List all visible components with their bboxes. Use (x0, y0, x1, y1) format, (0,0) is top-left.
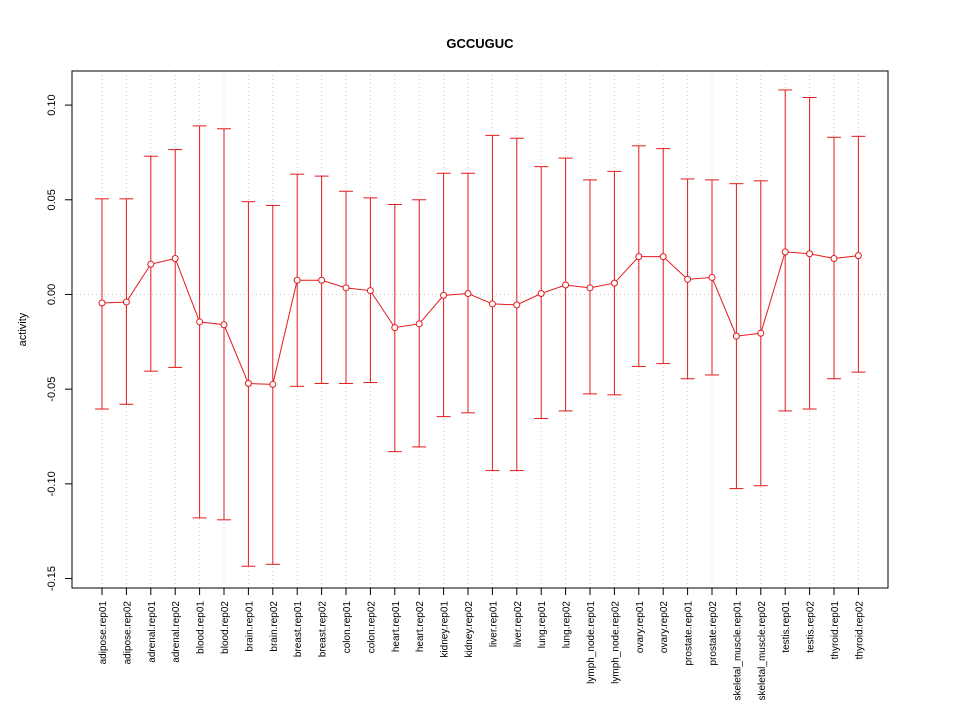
data-point (610, 279, 618, 287)
y-tick-label: -0.05 (46, 377, 58, 402)
x-tick-label: lymph_node.rep01 (586, 601, 597, 684)
x-tick-label: heart.rep01 (391, 601, 402, 653)
y-axis-label: activity (17, 312, 29, 346)
x-tick-label: adrenal.rep02 (171, 601, 182, 663)
data-points (98, 248, 862, 388)
data-point (854, 252, 862, 260)
data-point (806, 250, 814, 258)
data-point (684, 275, 692, 283)
x-tick-label: testis.rep01 (781, 601, 792, 653)
x-tick-label: brain.rep01 (244, 601, 255, 652)
data-point (488, 300, 496, 308)
series-line-group (101, 251, 859, 385)
data-point (318, 276, 326, 284)
data-point (122, 298, 130, 306)
data-point (513, 301, 521, 309)
chart-title: GCCUGUC (446, 36, 514, 51)
x-tick-label: lymph_node.rep02 (610, 601, 621, 684)
series-line (101, 251, 859, 385)
x-tick-label: adipose.rep01 (98, 601, 109, 665)
data-point (220, 321, 228, 329)
x-tick-label: kidney.rep01 (440, 601, 451, 658)
x-tick-label: prostate.rep02 (708, 601, 719, 666)
y-tick-label: 0.10 (46, 94, 58, 115)
x-tick-label: brain.rep02 (269, 601, 280, 652)
x-tick-label: thyroid.rep01 (830, 601, 841, 660)
data-point (366, 287, 374, 295)
x-tick-label: breast.rep02 (318, 601, 329, 658)
data-point (586, 284, 594, 292)
data-point (196, 318, 204, 326)
x-tick-label: lung.rep02 (562, 601, 573, 649)
data-point (562, 281, 570, 289)
data-point (415, 320, 423, 328)
data-point (269, 380, 277, 388)
x-tick-label: testis.rep02 (806, 601, 817, 653)
data-point (342, 284, 350, 292)
error-bars (95, 89, 866, 567)
x-tick-label: adrenal.rep01 (147, 601, 158, 663)
data-point (147, 260, 155, 268)
x-tick-label: prostate.rep01 (684, 601, 695, 666)
x-tick-label: ovary.rep02 (659, 601, 670, 654)
data-point (464, 290, 472, 298)
data-point (537, 290, 545, 298)
x-tick-label: thyroid.rep02 (854, 601, 865, 660)
x-tick-label: skeletal_muscle.rep02 (757, 601, 768, 701)
x-tick-label: kidney.rep02 (464, 601, 475, 658)
data-point (708, 273, 716, 281)
x-tick-label: ovary.rep01 (635, 601, 646, 654)
x-axis: adipose.rep01 adipose.rep02 adrenal.rep01 a… (98, 587, 865, 701)
data-point (781, 248, 789, 256)
x-tick-label: breast.rep01 (293, 601, 304, 658)
plot-frame (71, 70, 889, 589)
y-tick-label: -0.10 (46, 471, 58, 496)
data-point (635, 253, 643, 261)
x-tick-label: blood.rep02 (220, 601, 231, 654)
x-tick-label: heart.rep02 (415, 601, 426, 653)
y-tick-label: -0.15 (46, 566, 58, 591)
x-tick-label: liver.rep01 (488, 601, 499, 648)
x-tick-label: blood.rep01 (196, 601, 207, 654)
x-tick-label: liver.rep02 (513, 601, 524, 648)
data-point (757, 329, 765, 337)
data-point (171, 254, 179, 262)
data-point (244, 379, 252, 387)
data-point (830, 254, 838, 262)
x-tick-label: colon.rep01 (342, 601, 353, 654)
y-tick-label: 0.00 (46, 284, 58, 305)
data-point (440, 291, 448, 299)
x-tick-label: adipose.rep02 (122, 601, 133, 665)
data-point (391, 324, 399, 332)
grid-lines (72, 71, 888, 588)
x-tick-label: colon.rep02 (366, 601, 377, 654)
data-point (659, 253, 667, 261)
data-point (732, 332, 740, 340)
x-tick-label: lung.rep01 (537, 601, 548, 649)
y-axis: -0.15 -0.10 -0.05 0.00 0.05 0.10 (46, 94, 73, 591)
x-tick-label: skeletal_muscle.rep01 (732, 601, 743, 701)
data-point (98, 299, 106, 307)
y-tick-label: 0.05 (46, 189, 58, 210)
data-point (293, 276, 301, 284)
